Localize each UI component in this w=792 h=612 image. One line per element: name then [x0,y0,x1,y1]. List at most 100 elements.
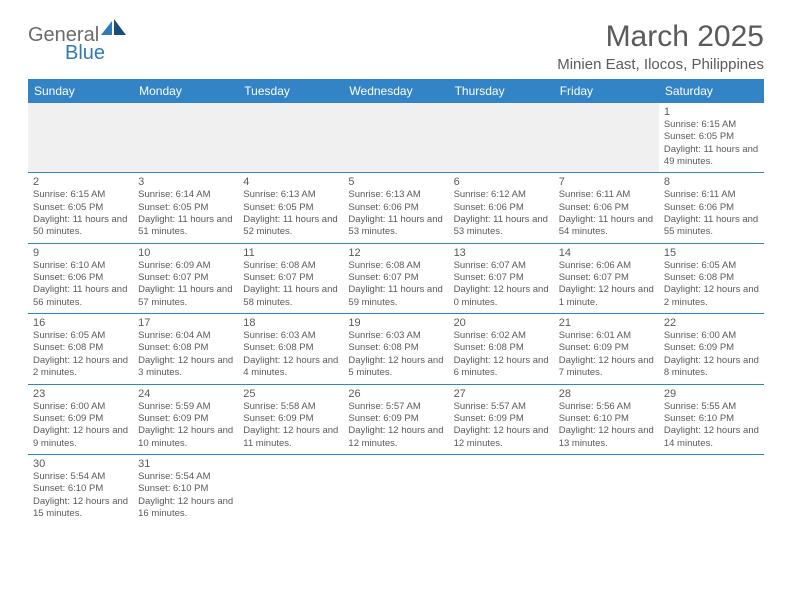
day-info: Sunrise: 5:57 AMSunset: 6:09 PMDaylight:… [348,401,443,450]
day-number: 2 [33,176,128,188]
day-cell: 20Sunrise: 6:02 AMSunset: 6:08 PMDayligh… [449,314,554,383]
empty-day-cell [554,455,659,524]
empty-day-cell [343,455,448,524]
empty-day-cell [28,103,133,172]
day-number: 13 [454,247,549,259]
day-info: Sunrise: 5:54 AMSunset: 6:10 PMDaylight:… [33,471,128,520]
empty-day-cell [343,103,448,172]
day-info: Sunrise: 6:13 AMSunset: 6:06 PMDaylight:… [348,189,443,238]
header: General Blue March 2025 Minien East, Ilo… [28,20,764,73]
day-number: 16 [33,317,128,329]
day-number: 23 [33,388,128,400]
logo-sail-icon [101,19,127,42]
day-cell: 17Sunrise: 6:04 AMSunset: 6:08 PMDayligh… [133,314,238,383]
day-number: 3 [138,176,233,188]
empty-day-cell [449,103,554,172]
day-number: 19 [348,317,443,329]
day-cell: 5Sunrise: 6:13 AMSunset: 6:06 PMDaylight… [343,173,448,242]
day-number: 30 [33,458,128,470]
day-cell: 4Sunrise: 6:13 AMSunset: 6:05 PMDaylight… [238,173,343,242]
day-cell: 2Sunrise: 6:15 AMSunset: 6:05 PMDaylight… [28,173,133,242]
day-cell: 23Sunrise: 6:00 AMSunset: 6:09 PMDayligh… [28,385,133,454]
day-number: 6 [454,176,549,188]
day-number: 8 [664,176,759,188]
day-cell: 9Sunrise: 6:10 AMSunset: 6:06 PMDaylight… [28,244,133,313]
day-info: Sunrise: 6:11 AMSunset: 6:06 PMDaylight:… [559,189,654,238]
weekday-header-cell: Wednesday [343,79,448,103]
day-cell: 26Sunrise: 5:57 AMSunset: 6:09 PMDayligh… [343,385,448,454]
day-cell: 30Sunrise: 5:54 AMSunset: 6:10 PMDayligh… [28,455,133,524]
day-cell: 13Sunrise: 6:07 AMSunset: 6:07 PMDayligh… [449,244,554,313]
day-number: 5 [348,176,443,188]
weekday-header-cell: Monday [133,79,238,103]
day-info: Sunrise: 5:56 AMSunset: 6:10 PMDaylight:… [559,401,654,450]
day-cell: 14Sunrise: 6:06 AMSunset: 6:07 PMDayligh… [554,244,659,313]
day-info: Sunrise: 6:12 AMSunset: 6:06 PMDaylight:… [454,189,549,238]
empty-day-cell [238,455,343,524]
day-number: 14 [559,247,654,259]
day-info: Sunrise: 5:55 AMSunset: 6:10 PMDaylight:… [664,401,759,450]
day-cell: 21Sunrise: 6:01 AMSunset: 6:09 PMDayligh… [554,314,659,383]
week-row: 23Sunrise: 6:00 AMSunset: 6:09 PMDayligh… [28,385,764,455]
weekday-header-cell: Sunday [28,79,133,103]
day-number: 17 [138,317,233,329]
day-cell: 24Sunrise: 5:59 AMSunset: 6:09 PMDayligh… [133,385,238,454]
day-cell: 27Sunrise: 5:57 AMSunset: 6:09 PMDayligh… [449,385,554,454]
day-cell: 31Sunrise: 5:54 AMSunset: 6:10 PMDayligh… [133,455,238,524]
day-number: 21 [559,317,654,329]
day-cell: 8Sunrise: 6:11 AMSunset: 6:06 PMDaylight… [659,173,764,242]
day-cell: 28Sunrise: 5:56 AMSunset: 6:10 PMDayligh… [554,385,659,454]
day-info: Sunrise: 6:06 AMSunset: 6:07 PMDaylight:… [559,260,654,309]
day-info: Sunrise: 5:54 AMSunset: 6:10 PMDaylight:… [138,471,233,520]
day-info: Sunrise: 6:00 AMSunset: 6:09 PMDaylight:… [33,401,128,450]
day-info: Sunrise: 6:08 AMSunset: 6:07 PMDaylight:… [348,260,443,309]
day-info: Sunrise: 6:11 AMSunset: 6:06 PMDaylight:… [664,189,759,238]
day-info: Sunrise: 6:05 AMSunset: 6:08 PMDaylight:… [664,260,759,309]
logo: General Blue [28,24,127,47]
day-info: Sunrise: 6:01 AMSunset: 6:09 PMDaylight:… [559,330,654,379]
day-number: 11 [243,247,338,259]
day-info: Sunrise: 5:57 AMSunset: 6:09 PMDaylight:… [454,401,549,450]
day-info: Sunrise: 6:07 AMSunset: 6:07 PMDaylight:… [454,260,549,309]
day-cell: 19Sunrise: 6:03 AMSunset: 6:08 PMDayligh… [343,314,448,383]
day-info: Sunrise: 6:05 AMSunset: 6:08 PMDaylight:… [33,330,128,379]
day-number: 24 [138,388,233,400]
month-title: March 2025 [557,20,764,54]
week-row: 16Sunrise: 6:05 AMSunset: 6:08 PMDayligh… [28,314,764,384]
day-number: 22 [664,317,759,329]
day-cell: 15Sunrise: 6:05 AMSunset: 6:08 PMDayligh… [659,244,764,313]
day-cell: 10Sunrise: 6:09 AMSunset: 6:07 PMDayligh… [133,244,238,313]
day-info: Sunrise: 6:09 AMSunset: 6:07 PMDaylight:… [138,260,233,309]
empty-day-cell [659,455,764,524]
day-info: Sunrise: 6:00 AMSunset: 6:09 PMDaylight:… [664,330,759,379]
day-cell: 25Sunrise: 5:58 AMSunset: 6:09 PMDayligh… [238,385,343,454]
weekday-header-row: SundayMondayTuesdayWednesdayThursdayFrid… [28,79,764,103]
day-number: 10 [138,247,233,259]
weekday-header-cell: Saturday [659,79,764,103]
day-cell: 12Sunrise: 6:08 AMSunset: 6:07 PMDayligh… [343,244,448,313]
day-number: 29 [664,388,759,400]
day-number: 28 [559,388,654,400]
day-number: 25 [243,388,338,400]
day-info: Sunrise: 6:03 AMSunset: 6:08 PMDaylight:… [348,330,443,379]
weekday-header-cell: Tuesday [238,79,343,103]
location-label: Minien East, Ilocos, Philippines [557,56,764,73]
day-number: 20 [454,317,549,329]
day-number: 1 [664,106,759,118]
day-info: Sunrise: 6:13 AMSunset: 6:05 PMDaylight:… [243,189,338,238]
day-info: Sunrise: 5:58 AMSunset: 6:09 PMDaylight:… [243,401,338,450]
day-number: 7 [559,176,654,188]
empty-day-cell [554,103,659,172]
day-cell: 7Sunrise: 6:11 AMSunset: 6:06 PMDaylight… [554,173,659,242]
weekday-header-cell: Thursday [449,79,554,103]
day-number: 4 [243,176,338,188]
day-number: 26 [348,388,443,400]
day-number: 12 [348,247,443,259]
day-cell: 29Sunrise: 5:55 AMSunset: 6:10 PMDayligh… [659,385,764,454]
logo-text-blue: Blue [65,42,105,64]
day-info: Sunrise: 6:02 AMSunset: 6:08 PMDaylight:… [454,330,549,379]
empty-day-cell [449,455,554,524]
day-info: Sunrise: 6:15 AMSunset: 6:05 PMDaylight:… [664,119,759,168]
day-info: Sunrise: 6:14 AMSunset: 6:05 PMDaylight:… [138,189,233,238]
day-info: Sunrise: 6:08 AMSunset: 6:07 PMDaylight:… [243,260,338,309]
